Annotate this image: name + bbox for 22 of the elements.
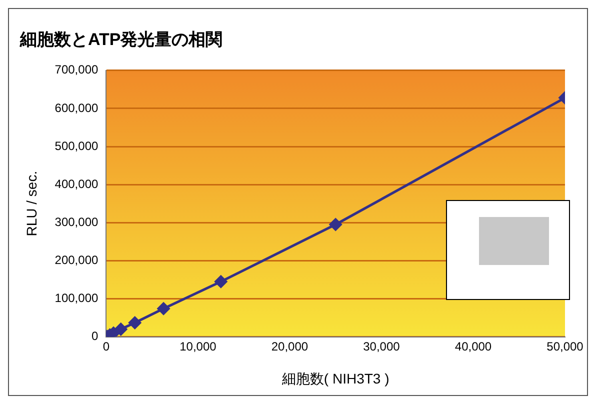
y-tick-label: 200,000 [54, 253, 98, 267]
y-tick-label: 300,000 [54, 214, 98, 229]
point [157, 302, 170, 315]
x-tick-label: 0 [102, 339, 110, 354]
y-tick-label: 500,000 [54, 138, 98, 153]
point [329, 218, 342, 231]
point [114, 322, 128, 336]
y-axis-title: RLU / sec. [23, 170, 40, 236]
x-tick-label: 30,000 [363, 339, 400, 354]
x-tick-label: 10,000 [180, 339, 217, 354]
x-tick-label: 50,000 [546, 339, 584, 354]
y-tick-label: 0 [91, 329, 98, 344]
y-tick-label: 100,000 [54, 291, 98, 306]
x-tick-label: 20,000 [271, 339, 308, 354]
point [214, 275, 228, 288]
chart-title: 細胞数とATP発光量の相関 [19, 30, 223, 49]
point [128, 316, 142, 329]
y-tick-label: 600,000 [54, 100, 98, 115]
x-axis-title: 細胞数( NIH3T3 ) [280, 370, 390, 386]
x-tick-label: 40,000 [454, 339, 492, 354]
y-tick-label: 700,000 [54, 62, 98, 77]
y-tick-label: 400,000 [54, 176, 98, 191]
